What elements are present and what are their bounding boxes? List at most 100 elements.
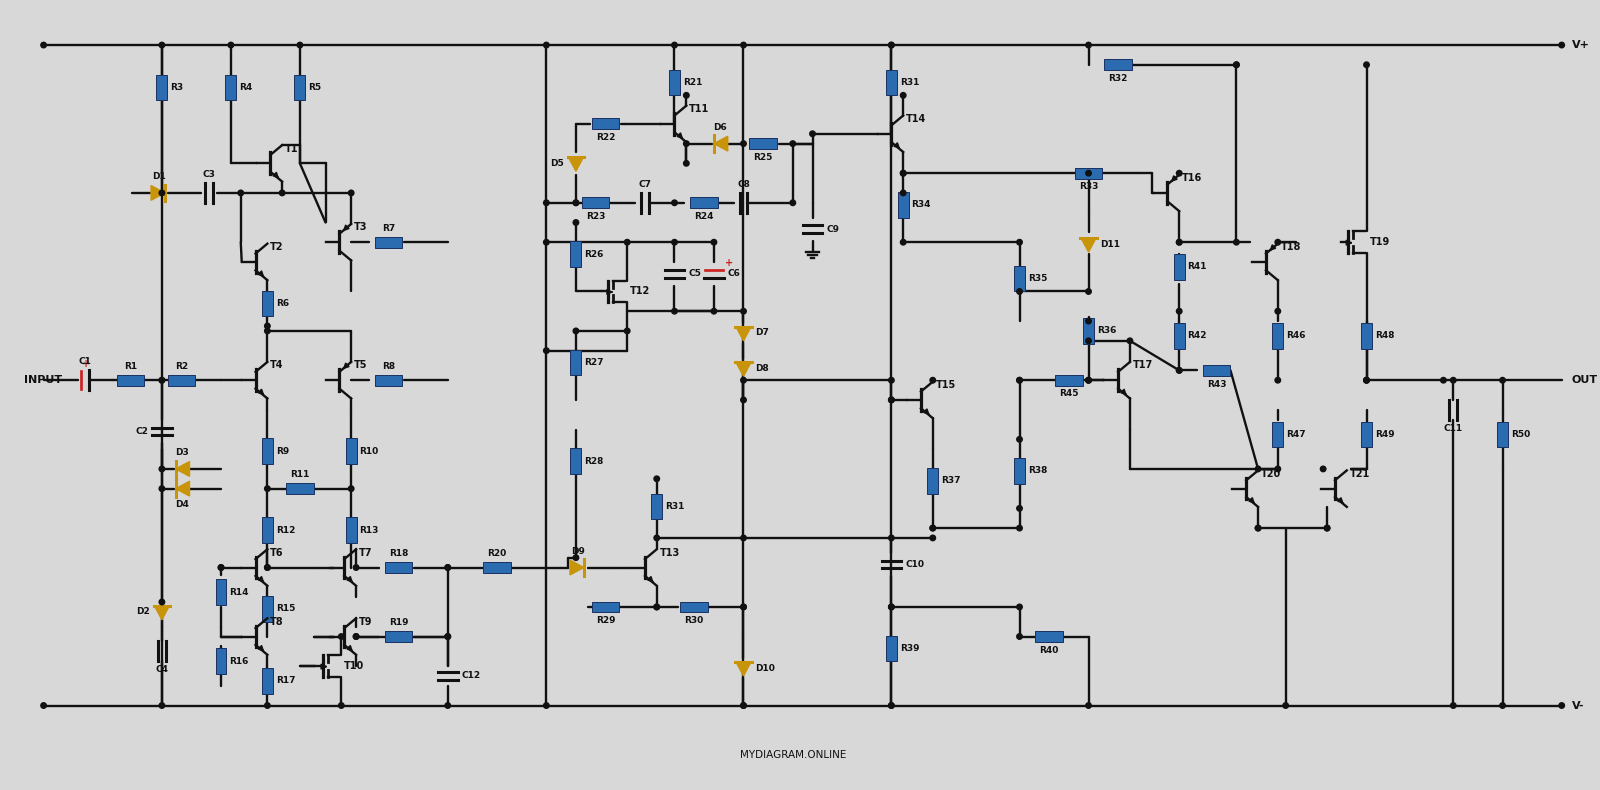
Circle shape xyxy=(741,535,746,540)
Polygon shape xyxy=(570,560,584,575)
Circle shape xyxy=(654,535,659,540)
Circle shape xyxy=(1558,703,1565,709)
Text: T3: T3 xyxy=(354,223,368,232)
Text: D11: D11 xyxy=(1101,239,1120,249)
Text: T14: T14 xyxy=(906,114,926,124)
Bar xyxy=(384,631,413,642)
Circle shape xyxy=(1558,43,1565,48)
Text: C10: C10 xyxy=(906,560,925,569)
Text: D10: D10 xyxy=(755,664,776,672)
Text: R25: R25 xyxy=(754,152,773,162)
Circle shape xyxy=(573,220,579,225)
Circle shape xyxy=(1275,239,1280,245)
Text: R2: R2 xyxy=(174,362,189,371)
Text: C8: C8 xyxy=(738,180,750,189)
Bar xyxy=(704,269,723,271)
Circle shape xyxy=(42,43,46,48)
Circle shape xyxy=(710,239,717,245)
Text: T17: T17 xyxy=(1133,360,1154,371)
Text: T16: T16 xyxy=(1182,173,1203,183)
Circle shape xyxy=(280,190,285,196)
Text: R43: R43 xyxy=(1206,379,1227,389)
Circle shape xyxy=(672,200,677,205)
Circle shape xyxy=(1016,288,1022,294)
Circle shape xyxy=(1086,378,1091,383)
Circle shape xyxy=(888,703,894,709)
Circle shape xyxy=(349,190,354,196)
Bar xyxy=(690,198,718,209)
Circle shape xyxy=(354,634,358,639)
Text: V-: V- xyxy=(1571,701,1584,710)
Circle shape xyxy=(354,634,358,639)
Circle shape xyxy=(1275,466,1280,472)
Text: R32: R32 xyxy=(1109,74,1128,83)
Circle shape xyxy=(741,703,746,709)
Circle shape xyxy=(445,565,451,570)
Text: C12: C12 xyxy=(461,672,480,680)
Circle shape xyxy=(901,171,906,176)
Text: R39: R39 xyxy=(899,644,920,653)
Bar xyxy=(571,350,581,375)
Circle shape xyxy=(888,703,894,709)
Text: MYDIAGRAM.ONLINE: MYDIAGRAM.ONLINE xyxy=(739,750,846,760)
Circle shape xyxy=(683,141,690,146)
Circle shape xyxy=(339,703,344,709)
Text: T5: T5 xyxy=(354,360,368,371)
Polygon shape xyxy=(176,461,189,476)
Circle shape xyxy=(445,703,451,709)
Circle shape xyxy=(298,43,302,48)
Text: R11: R11 xyxy=(290,471,309,480)
Bar xyxy=(571,241,581,267)
Circle shape xyxy=(790,200,795,205)
Text: R49: R49 xyxy=(1374,430,1395,439)
Bar xyxy=(117,374,144,386)
Text: T20: T20 xyxy=(1261,468,1282,479)
Circle shape xyxy=(1176,367,1182,373)
Circle shape xyxy=(888,604,894,610)
Text: R14: R14 xyxy=(229,588,250,596)
Circle shape xyxy=(888,397,894,403)
Circle shape xyxy=(1086,318,1091,324)
Circle shape xyxy=(888,397,894,403)
Bar xyxy=(374,237,403,247)
Text: R3: R3 xyxy=(170,83,184,92)
Text: R1: R1 xyxy=(123,362,138,371)
Circle shape xyxy=(1256,525,1261,531)
Circle shape xyxy=(1176,171,1182,176)
Text: +: + xyxy=(82,359,90,370)
Text: R19: R19 xyxy=(389,619,408,627)
Bar xyxy=(483,562,510,573)
Text: D6: D6 xyxy=(714,122,726,132)
Polygon shape xyxy=(736,327,750,340)
Polygon shape xyxy=(736,363,750,376)
Text: R28: R28 xyxy=(584,457,603,465)
Circle shape xyxy=(1086,171,1091,176)
Circle shape xyxy=(1256,525,1261,531)
Circle shape xyxy=(573,200,579,205)
Text: D4: D4 xyxy=(174,501,189,510)
Text: C11: C11 xyxy=(1443,423,1462,433)
Bar xyxy=(262,291,272,316)
Bar xyxy=(262,668,272,694)
Circle shape xyxy=(683,160,690,166)
Text: T7: T7 xyxy=(358,547,373,558)
Text: D2: D2 xyxy=(136,608,150,616)
Text: R40: R40 xyxy=(1040,645,1059,655)
Circle shape xyxy=(930,378,936,383)
Text: R12: R12 xyxy=(275,525,294,535)
Circle shape xyxy=(158,600,165,605)
Circle shape xyxy=(264,565,270,570)
Circle shape xyxy=(683,92,690,98)
Bar xyxy=(1014,458,1026,483)
Bar xyxy=(384,562,413,573)
Text: R31: R31 xyxy=(666,502,685,511)
Circle shape xyxy=(544,703,549,709)
Bar xyxy=(1035,631,1062,642)
Text: R17: R17 xyxy=(275,676,296,686)
Circle shape xyxy=(1363,62,1370,67)
Text: R22: R22 xyxy=(595,133,614,142)
Circle shape xyxy=(218,565,224,570)
Bar xyxy=(374,374,403,386)
Bar xyxy=(592,601,619,612)
Circle shape xyxy=(741,378,746,383)
